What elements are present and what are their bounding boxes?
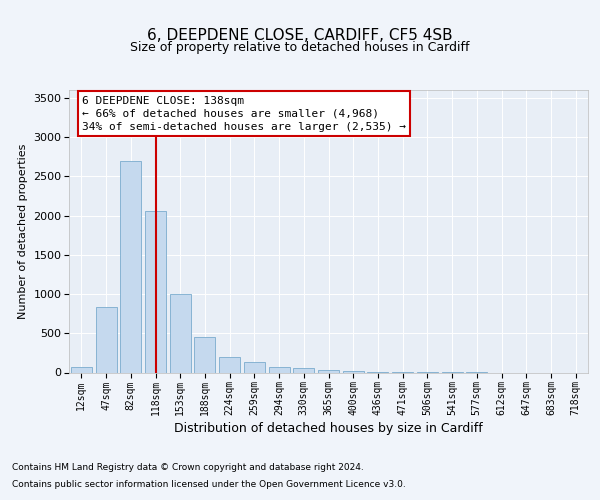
Bar	[71, 366, 92, 372]
Bar	[318, 370, 339, 372]
Text: Contains public sector information licensed under the Open Government Licence v3: Contains public sector information licen…	[12, 480, 406, 489]
Bar	[145, 211, 166, 372]
Bar	[170, 294, 191, 372]
Text: Contains HM Land Registry data © Crown copyright and database right 2024.: Contains HM Land Registry data © Crown c…	[12, 464, 364, 472]
Bar	[95, 306, 116, 372]
Y-axis label: Number of detached properties: Number of detached properties	[17, 144, 28, 319]
X-axis label: Distribution of detached houses by size in Cardiff: Distribution of detached houses by size …	[174, 422, 483, 436]
Text: 6 DEEPDENE CLOSE: 138sqm
← 66% of detached houses are smaller (4,968)
34% of sem: 6 DEEPDENE CLOSE: 138sqm ← 66% of detach…	[82, 96, 406, 132]
Bar	[219, 357, 240, 372]
Bar	[293, 368, 314, 372]
Text: Size of property relative to detached houses in Cardiff: Size of property relative to detached ho…	[130, 41, 470, 54]
Bar	[244, 362, 265, 372]
Bar	[343, 371, 364, 372]
Bar	[120, 160, 141, 372]
Text: 6, DEEPDENE CLOSE, CARDIFF, CF5 4SB: 6, DEEPDENE CLOSE, CARDIFF, CF5 4SB	[147, 28, 453, 42]
Bar	[269, 366, 290, 372]
Bar	[194, 337, 215, 372]
